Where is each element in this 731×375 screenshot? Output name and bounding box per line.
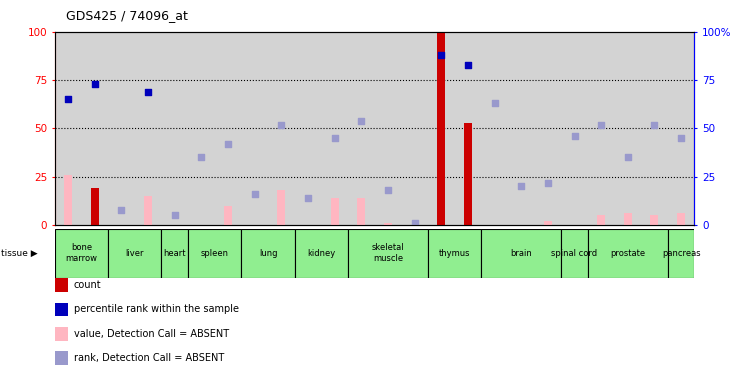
Point <box>409 220 420 226</box>
Bar <box>384 223 392 225</box>
Bar <box>162 229 188 278</box>
Bar <box>277 190 285 225</box>
Text: skeletal
muscle: skeletal muscle <box>371 243 404 263</box>
Point <box>595 122 607 128</box>
Point <box>89 81 101 87</box>
Point <box>622 154 634 160</box>
Bar <box>464 123 472 225</box>
Point <box>489 100 501 106</box>
Point <box>675 135 687 141</box>
Point <box>648 122 660 128</box>
Bar <box>224 206 232 225</box>
Bar <box>348 229 428 278</box>
Bar <box>91 188 99 225</box>
Text: rank, Detection Call = ABSENT: rank, Detection Call = ABSENT <box>74 353 224 363</box>
Point <box>222 141 234 147</box>
Bar <box>108 229 162 278</box>
Point <box>569 133 580 139</box>
Bar <box>241 229 295 278</box>
Point <box>115 207 127 213</box>
Text: heart: heart <box>164 249 186 258</box>
Point <box>62 96 74 102</box>
Point <box>542 180 553 186</box>
Bar <box>561 229 588 278</box>
Point <box>382 187 394 193</box>
Point <box>143 89 154 95</box>
Bar <box>428 229 481 278</box>
Bar <box>481 229 561 278</box>
Text: lung: lung <box>259 249 277 258</box>
Bar <box>624 213 632 225</box>
Text: bone
marrow: bone marrow <box>66 243 97 263</box>
Bar <box>64 175 72 225</box>
Bar <box>544 221 552 225</box>
Bar <box>597 215 605 225</box>
Bar <box>55 229 108 278</box>
Text: kidney: kidney <box>307 249 336 258</box>
Text: prostate: prostate <box>610 249 645 258</box>
Text: brain: brain <box>510 249 532 258</box>
Bar <box>668 229 694 278</box>
Text: spleen: spleen <box>201 249 229 258</box>
Text: value, Detection Call = ABSENT: value, Detection Call = ABSENT <box>74 329 229 339</box>
Point <box>196 154 208 160</box>
Bar <box>330 198 338 225</box>
Text: GDS425 / 74096_at: GDS425 / 74096_at <box>66 9 188 22</box>
Text: pancreas: pancreas <box>662 249 700 258</box>
Text: thymus: thymus <box>439 249 470 258</box>
Point <box>355 118 367 124</box>
Bar <box>188 229 241 278</box>
Text: spinal cord: spinal cord <box>551 249 597 258</box>
Point <box>276 122 287 128</box>
Bar <box>357 198 366 225</box>
Point <box>515 183 527 189</box>
Point <box>302 195 314 201</box>
Point <box>462 62 474 68</box>
Bar <box>295 229 348 278</box>
Point <box>169 212 181 218</box>
Point <box>249 191 260 197</box>
Text: liver: liver <box>126 249 144 258</box>
Bar <box>437 32 445 225</box>
Bar <box>144 196 152 225</box>
Point <box>329 135 341 141</box>
Bar <box>677 213 685 225</box>
Point <box>436 52 447 58</box>
Text: percentile rank within the sample: percentile rank within the sample <box>74 304 239 314</box>
Bar <box>651 215 659 225</box>
Text: tissue ▶: tissue ▶ <box>1 249 38 258</box>
Bar <box>588 229 668 278</box>
Text: count: count <box>74 280 102 290</box>
